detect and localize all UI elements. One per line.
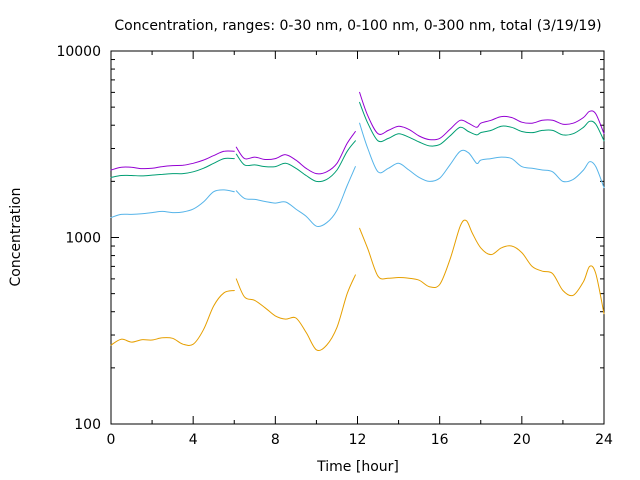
plot-area-border <box>110 50 605 425</box>
series-line <box>359 91 605 141</box>
y-tick-label: 1000 <box>65 231 101 247</box>
series-line <box>110 290 235 346</box>
series-line <box>235 274 356 351</box>
chart-title: Concentration, ranges: 0-30 nm, 0-100 nm… <box>114 18 601 34</box>
series-layer <box>110 91 605 351</box>
series-line <box>235 131 356 175</box>
series-line <box>359 122 605 189</box>
series-line <box>235 140 356 183</box>
axis-ticks: 0 4 8 12 16 20 24 100 1000 10000 <box>56 44 613 448</box>
series-3 <box>110 101 605 183</box>
series-line <box>110 189 235 218</box>
series-line <box>359 101 605 147</box>
series-line <box>110 150 235 171</box>
x-tick-label: 16 <box>431 432 449 448</box>
series-4 <box>110 91 605 175</box>
y-tick-label: 10000 <box>56 44 101 60</box>
x-tick-label: 8 <box>271 432 280 448</box>
x-tick-label: 12 <box>349 432 367 448</box>
x-tick-label: 4 <box>189 432 198 448</box>
series-2 <box>110 122 605 227</box>
series-1 <box>110 219 605 351</box>
y-tick-label: 100 <box>74 417 101 433</box>
y-axis-label: Concentration <box>8 187 24 286</box>
x-tick-label: 0 <box>107 432 116 448</box>
series-line <box>110 157 235 178</box>
series-line <box>235 166 356 227</box>
x-tick-label: 20 <box>513 432 531 448</box>
series-line <box>359 219 605 315</box>
x-axis-label: Time [hour] <box>316 459 399 475</box>
x-tick-label: 24 <box>595 432 613 448</box>
